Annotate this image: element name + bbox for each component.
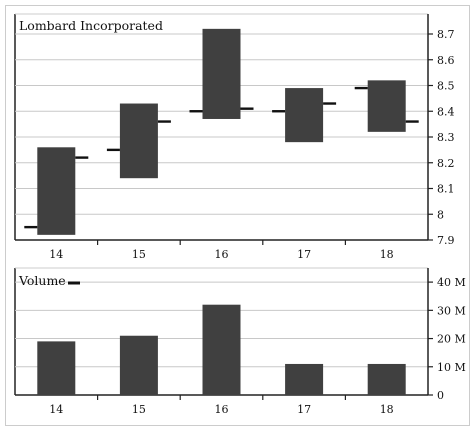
volume-x-tick-label: 14: [49, 403, 63, 416]
price-y-tick-label: 8.6: [437, 54, 455, 67]
volume-bar: [37, 341, 76, 395]
ohlc-range-bar: [367, 80, 406, 132]
volume-x-tick-label: 17: [297, 403, 311, 416]
volume-y-tick-label: 20 M: [437, 333, 466, 346]
ohlc-range-bar: [285, 88, 324, 143]
ohlc-range-bar: [119, 103, 158, 179]
price-y-tick-label: 8.7: [437, 28, 455, 41]
volume-bar: [285, 363, 324, 395]
volume-bar: [367, 363, 406, 395]
volume-bar: [202, 304, 241, 395]
ohlc-range-bar: [202, 28, 241, 119]
price-y-tick-label: 8.4: [437, 105, 455, 118]
volume-y-tick-label: 30 M: [437, 304, 466, 317]
price-chart-title: Lombard Incorporated: [19, 18, 163, 33]
price-y-tick-label: 8.1: [437, 183, 455, 196]
price-y-tick-label: 8.3: [437, 131, 455, 144]
volume-y-tick-label: 40 M: [437, 276, 466, 289]
volume-x-tick-label: 15: [132, 403, 146, 416]
price-y-tick-label: 8.5: [437, 80, 455, 93]
price-x-tick-label: 15: [132, 248, 146, 261]
price-x-tick-label: 18: [380, 248, 394, 261]
price-y-tick-label: 7.9: [437, 234, 455, 247]
price-y-tick-label: 8.2: [437, 157, 455, 170]
ohlc-range-bar: [37, 147, 76, 235]
price-x-tick-label: 16: [215, 248, 229, 261]
price-y-tick-label: 8: [437, 208, 444, 221]
volume-x-tick-label: 18: [380, 403, 394, 416]
price-x-tick-label: 17: [297, 248, 311, 261]
volume-y-tick-label: 10 M: [437, 361, 466, 374]
price-x-tick-label: 14: [49, 248, 63, 261]
volume-y-tick-label: 0: [437, 389, 444, 402]
volume-bar: [119, 335, 158, 395]
volume-chart-title: Volume: [18, 273, 66, 288]
outer-frame: [5, 5, 470, 426]
volume-x-tick-label: 16: [215, 403, 229, 416]
